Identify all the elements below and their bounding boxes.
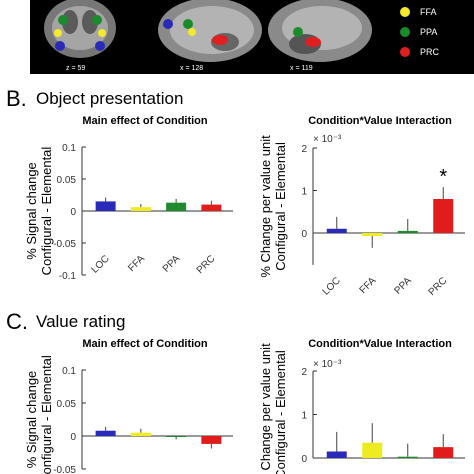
- coord-label-sag2: x = 119: [290, 65, 313, 72]
- y-tick-label: -0.05: [53, 239, 76, 250]
- y-tick-label: 0: [70, 207, 76, 218]
- sagittal-brain-image-1: [158, 0, 262, 62]
- bar-prc: [201, 436, 222, 444]
- roi-prc-sag2: [305, 37, 321, 47]
- y-tick-label: 1: [301, 411, 307, 422]
- y-tick-label: 2: [301, 367, 307, 378]
- axial-brain-image: [44, 0, 116, 58]
- y-tick-label: 0.05: [57, 175, 77, 186]
- legend-ffa-label: FFA: [420, 7, 437, 17]
- bar-prc: [433, 199, 454, 233]
- chart-title: Condition*Value Interaction: [308, 115, 452, 127]
- y-tick-label: 0.1: [62, 143, 76, 154]
- bar-ffa: [130, 432, 151, 436]
- roi-ffa-left: [54, 29, 62, 37]
- y-tick-label: -0.1: [59, 271, 77, 282]
- roi-ppa-left: [58, 15, 68, 25]
- y-axis-label: % Change per value unit: [258, 343, 273, 474]
- y-tick-label: 0.1: [62, 366, 76, 377]
- chart-title: Main effect of Condition: [82, 115, 208, 127]
- coord-label-axial: z = 59: [66, 65, 85, 72]
- bar-prc: [433, 447, 454, 458]
- legend-prc-label: PRC: [420, 47, 440, 57]
- bar-loc: [95, 430, 116, 436]
- y-axis-label: Configural - Elemental: [39, 355, 54, 474]
- bar-loc: [326, 228, 347, 233]
- y-exponent-label: × 10⁻³: [313, 134, 342, 145]
- roi-loc-left: [55, 41, 65, 51]
- bar-ffa: [130, 207, 151, 211]
- y-axis-label: % Change per value unit: [258, 135, 273, 278]
- chart-panel-4: Condition*Value Interaction % Change per …: [258, 338, 465, 474]
- chart-panel-1: Main effect of Condition % Signal change C…: [24, 115, 233, 282]
- bar-ppa: [166, 202, 187, 211]
- chart-title: Condition*Value Interaction: [308, 338, 452, 350]
- legend-ppa-label: PPA: [420, 27, 437, 37]
- significance-marker: *: [439, 166, 447, 188]
- chart-panel-2: Condition*Value Interaction % Change per …: [258, 115, 465, 298]
- bar-prc: [201, 204, 222, 211]
- bar-loc: [326, 451, 347, 458]
- roi-ffa-right: [98, 29, 106, 37]
- y-axis-label: % Signal change: [24, 162, 39, 260]
- y-tick-label: 1: [301, 187, 307, 198]
- coord-label-sag1: x = 128: [180, 65, 203, 72]
- y-axis-label: Configural - Elemental: [273, 142, 288, 271]
- x-tick-label: FFA: [358, 275, 379, 296]
- y-tick-label: 0: [301, 454, 307, 465]
- brain-roi-images: FFA PPA PRC z = 59 x = 128 x = 119: [30, 0, 474, 74]
- section-c-letter: C.: [6, 309, 28, 334]
- y-axis-label: Configural - Elemental: [39, 147, 54, 276]
- legend-prc-swatch: [400, 47, 410, 57]
- chart-title: Main effect of Condition: [82, 338, 208, 350]
- x-tick-label: PPA: [392, 275, 414, 297]
- roi-ppa-right: [92, 15, 102, 25]
- y-tick-label: -0.05: [53, 465, 76, 474]
- roi-ppa-sag1: [183, 19, 193, 29]
- x-tick-label: PRC: [427, 275, 450, 298]
- y-tick-label: 0.05: [57, 399, 77, 410]
- y-exponent-label: × 10⁻³: [313, 359, 342, 370]
- section-c-title: Value rating: [36, 312, 126, 331]
- bar-ppa: [166, 436, 187, 437]
- bar-ffa: [362, 442, 383, 458]
- chart-panel-3: Main effect of Condition % Signal change C…: [24, 338, 233, 474]
- bar-ppa: [397, 456, 418, 458]
- legend-ffa-swatch: [400, 7, 410, 17]
- y-tick-label: 0: [301, 229, 307, 240]
- roi-ppa-sag2: [293, 27, 303, 37]
- bar-loc: [95, 201, 116, 211]
- x-tick-label: FFA: [126, 253, 147, 274]
- y-tick-label: 0: [70, 432, 76, 443]
- roi-prc-sag1: [212, 35, 228, 45]
- y-tick-label: 2: [301, 144, 307, 155]
- y-axis-label: % Signal change: [24, 371, 39, 469]
- section-b-letter: B.: [6, 86, 27, 111]
- section-b-title: Object presentation: [36, 89, 184, 108]
- legend-ppa-swatch: [400, 27, 410, 37]
- roi-loc-right: [95, 41, 105, 51]
- roi-loc-sag1: [163, 19, 173, 29]
- x-tick-label: LOC: [321, 275, 343, 297]
- roi-legend: FFA PPA PRC: [400, 7, 440, 57]
- x-tick-label: PPA: [161, 253, 183, 275]
- x-tick-label: PRC: [195, 253, 218, 276]
- bar-ffa: [362, 233, 383, 236]
- y-axis-label: Configural - Elemental: [273, 350, 288, 474]
- roi-ffa-sag1: [188, 28, 196, 36]
- bar-ppa: [397, 230, 418, 233]
- x-tick-label: LOC: [89, 253, 111, 275]
- sagittal-brain-image-2: [268, 0, 372, 62]
